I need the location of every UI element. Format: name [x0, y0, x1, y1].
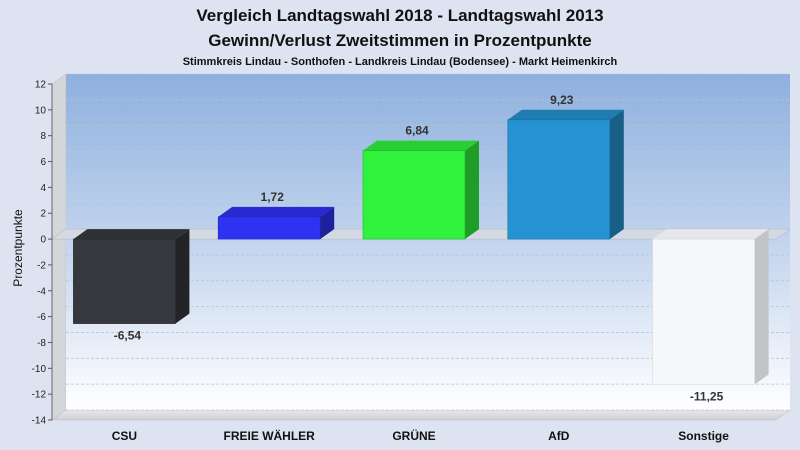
y-tick-label: -2	[37, 260, 46, 271]
bar-top	[73, 229, 190, 240]
y-tick-label: 12	[35, 80, 47, 91]
y-axis-label: Prozentpunkte	[11, 209, 25, 287]
category-label: FREIE WÄHLER	[224, 428, 316, 443]
bar-front	[73, 238, 176, 324]
bar-grüne	[362, 140, 479, 240]
y-tick-label: -10	[32, 364, 47, 375]
category-label: CSU	[112, 429, 137, 443]
y-tick-label: 10	[35, 105, 47, 116]
y-tick-label: 2	[40, 209, 46, 220]
data-labels: -6,54 1,72 6,84 9,23 -11,25	[114, 93, 724, 404]
bar-top	[507, 109, 624, 120]
y-tick-label: 6	[40, 157, 46, 168]
y-tick-label: -8	[37, 338, 46, 349]
bar-front	[362, 150, 466, 240]
y-tick-label: -12	[32, 390, 47, 401]
bar-side	[320, 206, 335, 240]
data-label: 1,72	[261, 190, 285, 204]
floor	[51, 409, 791, 421]
y-tick-label: -4	[37, 286, 46, 297]
category-label: GRÜNE	[392, 428, 435, 443]
bar-top	[363, 140, 479, 151]
bar-front	[217, 216, 321, 240]
bar-front	[507, 119, 611, 240]
data-label: 9,23	[550, 93, 574, 107]
bars	[73, 109, 769, 385]
chart-subsubtitle: Stimmkreis Lindau - Sonthofen - Landkrei…	[183, 56, 618, 68]
bar-side	[609, 109, 624, 240]
y-tick-label: 4	[40, 183, 46, 194]
data-label: 6,84	[405, 124, 429, 138]
bar-csu	[73, 229, 190, 324]
bar-sonstige	[652, 229, 769, 385]
category-label: Sonstige	[678, 429, 729, 443]
bar-top	[218, 206, 335, 217]
bar-side	[175, 229, 190, 324]
y-tick-label: -6	[37, 312, 46, 323]
data-label: -11,25	[690, 389, 724, 403]
bar-side	[465, 140, 479, 240]
x-axis-categories: CSU FREIE WÄHLER GRÜNE AfD Sonstige	[112, 428, 730, 443]
y-axis-ticks: 12 10 8 6 4 2 0 -2 -4 -6 -8 -10 -12 -14	[32, 80, 52, 427]
y-tick-label: 8	[40, 131, 46, 142]
chart-title: Vergleich Landtagswahl 2018 - Landtagswa…	[196, 6, 603, 25]
left-wall	[51, 73, 67, 421]
data-label: -6,54	[114, 329, 142, 343]
y-tick-label: -14	[32, 416, 47, 427]
bar-afd	[507, 109, 624, 240]
category-label: AfD	[548, 429, 570, 443]
chart-subtitle: Gewinn/Verlust Zweitstimmen in Prozentpu…	[208, 31, 592, 50]
bar-side	[754, 229, 769, 385]
bar-top	[652, 229, 769, 240]
bar-freie-wähler	[217, 206, 335, 240]
bar-front	[652, 238, 755, 385]
y-tick-label: 0	[40, 235, 46, 246]
